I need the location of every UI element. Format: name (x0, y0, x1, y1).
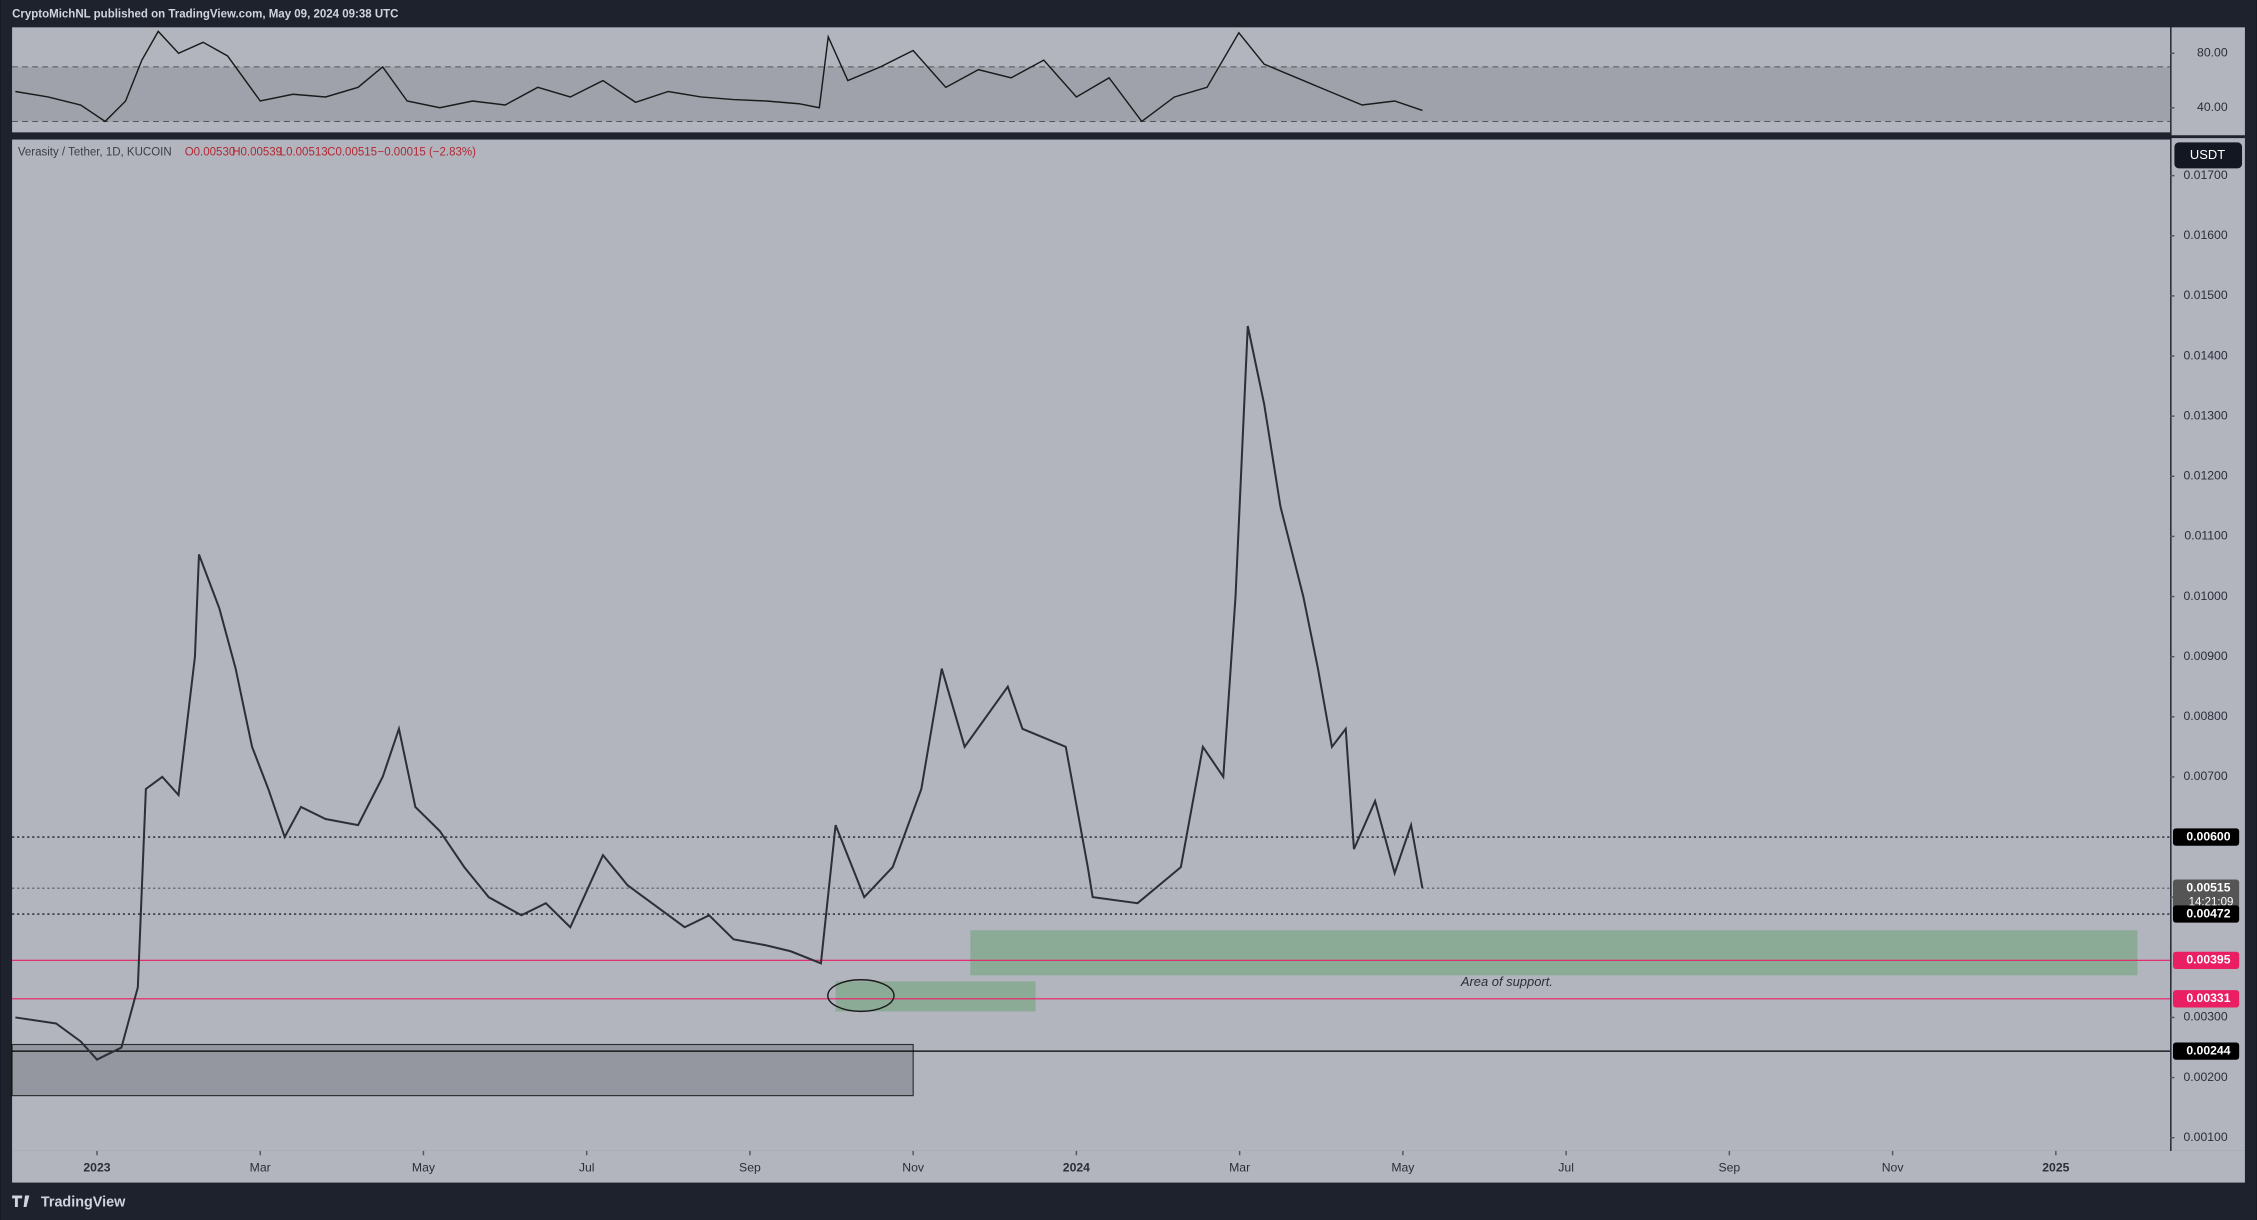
zone (970, 930, 2138, 976)
y-tick-label: 0.01300 (2183, 408, 2227, 422)
ohlc-value: H0.00539 (232, 147, 282, 159)
x-tick-label: Mar (1229, 1160, 1250, 1174)
y-tick-label: 0.00800 (2183, 709, 2227, 723)
time-axis (12, 1150, 2245, 1183)
series-line (15, 325, 1424, 1061)
x-tick-label: Jul (579, 1160, 595, 1174)
level-badge (2172, 879, 2240, 912)
y-tick-label: 0.00300 (2183, 1010, 2227, 1024)
annotation: Area of support. (1460, 974, 1553, 989)
zone (11, 1043, 914, 1097)
level-badge (2172, 990, 2240, 1008)
y-tick-label: 0.00200 (2183, 1070, 2227, 1084)
level-label: 0.00600 (2186, 829, 2230, 843)
level-label: 0.00244 (2186, 1043, 2230, 1057)
series-line (15, 30, 1423, 123)
y-tick-label: 0.01200 (2183, 469, 2227, 483)
y-tick-label: 0.01100 (2184, 529, 2227, 543)
y-tick-label: 0.00100 (2183, 1130, 2227, 1144)
x-tick-label: May (412, 1160, 436, 1174)
y-tick-label: 0.01400 (2183, 348, 2227, 362)
x-tick-label: 2023 (83, 1160, 110, 1174)
x-tick-label: Mar (250, 1160, 271, 1174)
level-label: 0.00515 (2186, 880, 2230, 894)
x-tick-label: Nov (1882, 1160, 1905, 1174)
x-tick-label: Jul (1558, 1160, 1574, 1174)
ohlc-value: −0.00015 (−2.83%) (378, 147, 477, 159)
x-tick-label: 2025 (2042, 1160, 2069, 1174)
level-badge (2172, 828, 2240, 846)
x-tick-label: Nov (902, 1160, 925, 1174)
ohlc-value: C0.00515 (327, 147, 377, 159)
brand: TradingView (41, 1195, 126, 1211)
level-label: 0.00331 (2186, 991, 2230, 1005)
y-tick-label: 0.01600 (2183, 228, 2227, 242)
marker-ellipse (827, 979, 895, 1013)
publisher: CryptoMichNL published on TradingView.co… (12, 8, 398, 20)
y-tick-label: 80.00 (2197, 45, 2228, 59)
y-tick-label: 0.00900 (2183, 649, 2227, 663)
currency-badge (2174, 142, 2243, 169)
level-badge (2172, 951, 2240, 969)
currency: USDT (2190, 147, 2225, 162)
level-label: 0.00395 (2186, 953, 2230, 967)
y-tick-label: 0.00700 (2183, 769, 2227, 783)
y-tick-label: 0.01000 (2183, 589, 2227, 603)
brand-logo (12, 1195, 30, 1208)
zone (835, 981, 1036, 1012)
level-badge (2172, 905, 2240, 923)
level-label: 0.00472 (2186, 906, 2230, 920)
x-tick-label: 2024 (1063, 1160, 1090, 1174)
y-tick-label: 0.01700 (2183, 168, 2227, 182)
y-tick-label: 40.00 (2197, 100, 2228, 114)
y-tick-label: 0.01500 (2183, 288, 2227, 302)
ohlc-value: O0.00530 (185, 147, 236, 159)
x-tick-label: May (1391, 1160, 1415, 1174)
x-tick-label: Sep (1718, 1160, 1740, 1174)
price-pane (12, 139, 2171, 1151)
x-tick-label: Sep (739, 1160, 761, 1174)
level-badge (2172, 1042, 2240, 1060)
symbol: Verasity / Tether, 1D, KUCOIN (18, 147, 172, 159)
ohlc-value: L0.00513 (280, 147, 328, 159)
